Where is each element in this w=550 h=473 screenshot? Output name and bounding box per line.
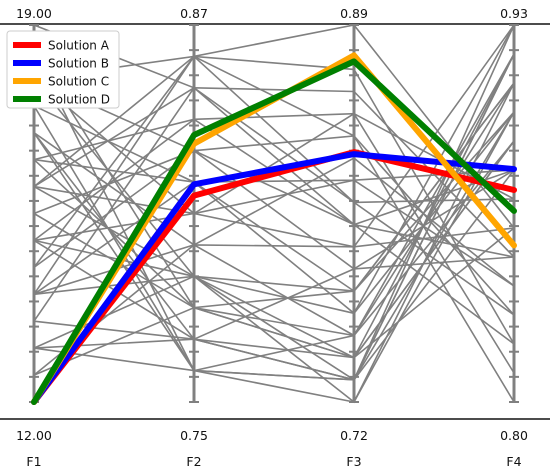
background-lines (33, 24, 515, 404)
axis-F1-min-label: 12.00 (16, 428, 52, 443)
axis-labels: 19.00 12.00 F1 0.87 0.75 F2 0.89 0.72 F3 0.93 0.80… (16, 6, 528, 469)
axis-F1-name: F1 (26, 454, 41, 469)
background-line-6 (33, 24, 515, 295)
axis-F3-name: F3 (346, 454, 361, 469)
series-line-solution-d (31, 58, 517, 405)
background-line-33 (33, 132, 515, 372)
background-line-31 (33, 53, 515, 376)
background-line-29 (33, 111, 515, 315)
legend-label-solution-c: Solution C (48, 75, 109, 89)
legend-label-solution-b: Solution B (48, 57, 109, 71)
highlighted-lines (31, 52, 517, 405)
axis-F4-min-label: 0.80 (500, 428, 528, 443)
axis-F2-min-label: 0.75 (180, 428, 208, 443)
background-line-21 (33, 132, 515, 287)
background-line-8 (33, 179, 515, 287)
axis-F3-max-label: 0.89 (340, 6, 368, 21)
background-line-12 (33, 149, 515, 269)
axis-F3-min-label: 0.72 (340, 428, 368, 443)
series-line-solution-b (31, 151, 517, 405)
background-line-34 (33, 82, 515, 404)
axis-F4-name: F4 (506, 454, 521, 469)
background-line-23 (33, 78, 515, 359)
background-line-16 (33, 132, 515, 381)
background-line-25 (33, 169, 515, 341)
background-line-20 (33, 53, 515, 337)
background-line-24 (33, 86, 515, 258)
background-line-35 (33, 158, 515, 183)
background-line-19 (33, 111, 515, 403)
axis-F4-max-label: 0.93 (500, 6, 528, 21)
axis-F2-name: F2 (186, 454, 201, 469)
legend-items: Solution A Solution B Solution C Solution D (13, 39, 110, 107)
legend-box (6, 30, 120, 109)
legend: Solution A Solution B Solution C Solution D (6, 30, 120, 109)
background-line-36 (33, 86, 515, 322)
background-line-18 (33, 112, 515, 242)
background-line-37 (33, 51, 515, 309)
legend-label-solution-a: Solution A (48, 39, 110, 53)
axis-F1-max-label: 19.00 (16, 6, 52, 21)
series-line-solution-a (31, 149, 517, 405)
axis-F2-max-label: 0.87 (180, 6, 208, 21)
background-line-32 (33, 135, 515, 316)
background-line-17 (33, 78, 515, 270)
legend-label-solution-d: Solution D (48, 93, 110, 107)
